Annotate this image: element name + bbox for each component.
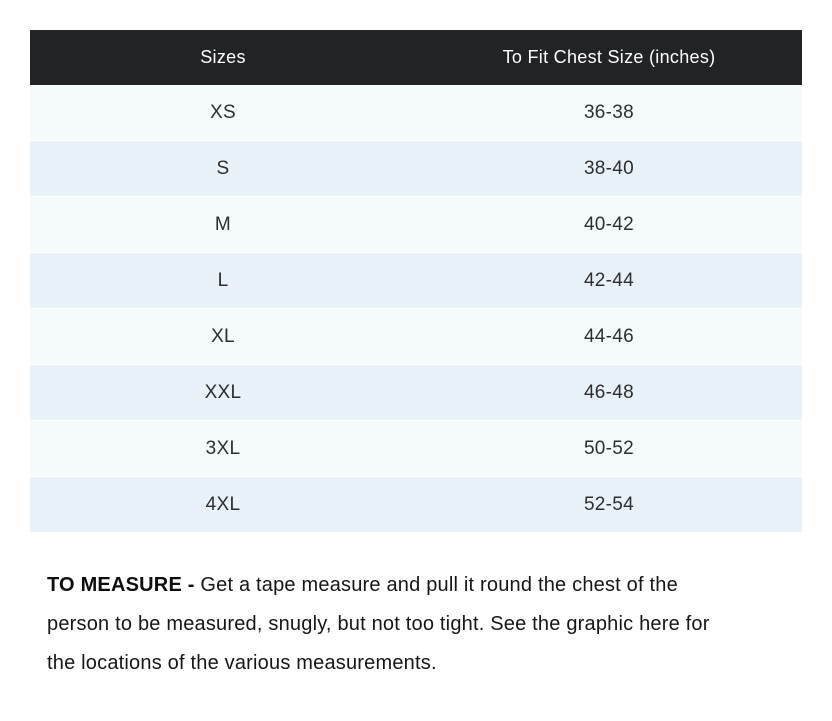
table-row: XXL 46-48 — [30, 364, 802, 421]
chest-size-cell: 52-54 — [416, 476, 802, 533]
size-cell: XS — [30, 85, 416, 141]
table-row: 4XL 52-54 — [30, 476, 802, 533]
table-row: 3XL 50-52 — [30, 420, 802, 477]
size-cell: 3XL — [30, 420, 416, 477]
size-chart-header: Sizes To Fit Chest Size (inches) — [30, 30, 802, 85]
sizes-column-header: Sizes — [30, 30, 416, 85]
size-cell: XL — [30, 308, 416, 365]
size-cell: 4XL — [30, 476, 416, 533]
chest-size-cell: 42-44 — [416, 252, 802, 309]
measure-note: TO MEASURE - Get a tape measure and pull… — [47, 566, 739, 683]
measure-note-text: Get a tape measure and pull it round the… — [47, 574, 710, 674]
chest-size-cell: 38-40 — [416, 140, 802, 197]
chest-size-column-header: To Fit Chest Size (inches) — [416, 30, 802, 85]
size-cell: XXL — [30, 364, 416, 421]
size-cell: M — [30, 196, 416, 253]
size-cell: S — [30, 140, 416, 197]
chest-size-cell: 44-46 — [416, 308, 802, 365]
measure-note-label: TO MEASURE - — [47, 574, 201, 596]
chest-size-cell: 50-52 — [416, 420, 802, 477]
table-body: XS 36-38 S 38-40 M 40-42 L 42-44 XL 44-46 XXL 46-48… — [30, 85, 802, 533]
size-chart-table: Sizes To Fit Chest Size (inches) XS 36-38… — [30, 30, 802, 533]
table-row: S 38-40 — [30, 140, 802, 197]
chest-size-cell: 36-38 — [416, 85, 802, 141]
chest-size-cell: 40-42 — [416, 196, 802, 253]
table-row: L 42-44 — [30, 252, 802, 309]
table-row: XL 44-46 — [30, 308, 802, 365]
header-row: Sizes To Fit Chest Size (inches) — [30, 30, 802, 85]
table-row: M 40-42 — [30, 196, 802, 253]
table-row: XS 36-38 — [30, 85, 802, 141]
chest-size-cell: 46-48 — [416, 364, 802, 421]
size-cell: L — [30, 252, 416, 309]
